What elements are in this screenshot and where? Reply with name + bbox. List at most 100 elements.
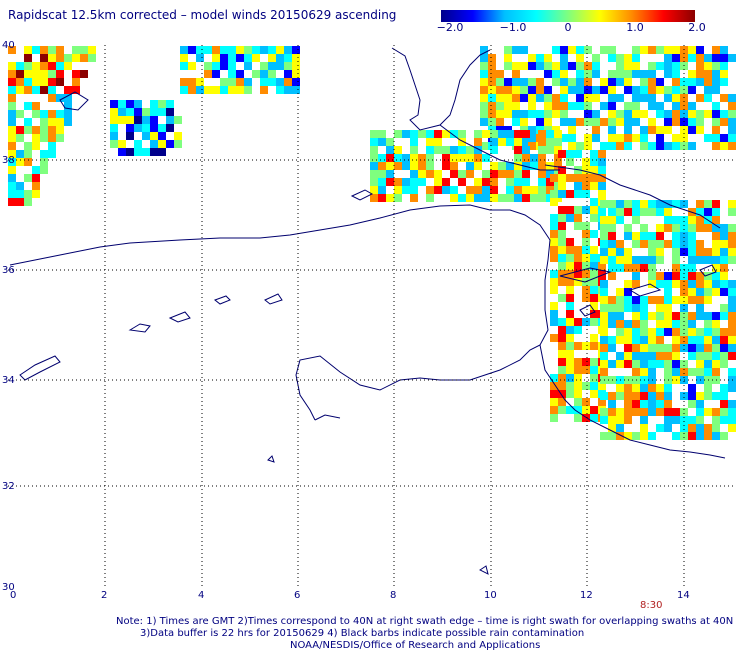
wind-cell [48, 142, 56, 150]
wind-cell [656, 312, 664, 320]
wind-cell [566, 334, 574, 342]
wind-cell [664, 118, 672, 126]
wind-cell [632, 400, 640, 408]
wind-cell [434, 130, 442, 138]
wind-cell [712, 200, 720, 208]
wind-cell [582, 342, 590, 350]
wind-cell [590, 358, 598, 366]
wind-cell [558, 222, 566, 230]
wind-cell [632, 432, 640, 440]
wind-cell [40, 126, 48, 134]
wind-cell [528, 134, 536, 142]
wind-cell [576, 118, 584, 126]
wind-cell [528, 78, 536, 86]
wind-cell [712, 264, 720, 272]
wind-cell [292, 86, 300, 94]
wind-cell [616, 94, 624, 102]
wind-cell [236, 46, 244, 54]
wind-cell [418, 154, 426, 162]
wind-cell [370, 178, 378, 186]
wind-cell [672, 320, 680, 328]
wind-cell [680, 240, 688, 248]
wind-cell [522, 170, 530, 178]
wind-cell [512, 118, 520, 126]
wind-cell [656, 78, 664, 86]
wind-cell [608, 424, 616, 432]
wind-cell [426, 138, 434, 146]
wind-cell [728, 296, 736, 304]
wind-cell [624, 142, 632, 150]
wind-cell [48, 54, 56, 62]
wind-cell [56, 94, 64, 102]
wind-cell [608, 216, 616, 224]
wind-cell [624, 392, 632, 400]
wind-cell [386, 162, 394, 170]
wind-cell [16, 110, 24, 118]
wind-cell [704, 384, 712, 392]
wind-cell [720, 78, 728, 86]
wind-cell [608, 256, 616, 264]
wind-cell [24, 102, 32, 110]
wind-cell [458, 138, 466, 146]
wind-cell [664, 368, 672, 376]
wind-cell [696, 432, 704, 440]
wind-cell [728, 344, 736, 352]
wind-cell [720, 232, 728, 240]
wind-cell [482, 178, 490, 186]
wind-cell [590, 270, 598, 278]
wind-cell [728, 232, 736, 240]
wind-cell [598, 150, 606, 158]
wind-cell [566, 294, 574, 302]
wind-cell [544, 102, 552, 110]
wind-cell [624, 320, 632, 328]
wind-cell [672, 416, 680, 424]
wind-cell [32, 182, 40, 190]
wind-cell [488, 110, 496, 118]
wind-cell [680, 320, 688, 328]
wind-cell [576, 54, 584, 62]
wind-cell [712, 352, 720, 360]
wind-cell [458, 154, 466, 162]
wind-cell [688, 288, 696, 296]
wind-cell [672, 408, 680, 416]
wind-cell [704, 94, 712, 102]
wind-cell [656, 400, 664, 408]
wind-cell [582, 206, 590, 214]
wind-cell [640, 208, 648, 216]
wind-cell [522, 130, 530, 138]
x-tick-4: 4 [198, 590, 204, 601]
wind-cell [600, 320, 608, 328]
wind-cell [558, 398, 566, 406]
wind-cell [632, 134, 640, 142]
wind-cell [592, 134, 600, 142]
wind-cell [8, 190, 16, 198]
wind-cell [574, 398, 582, 406]
wind-cell [450, 130, 458, 138]
wind-cell [728, 384, 736, 392]
wind-cell [378, 154, 386, 162]
wind-cell [616, 54, 624, 62]
wind-cell [566, 390, 574, 398]
wind-cell [696, 256, 704, 264]
wind-cell [696, 240, 704, 248]
wind-cell [236, 70, 244, 78]
wind-cell [180, 62, 188, 70]
wind-cell [558, 342, 566, 350]
wind-cell [8, 102, 16, 110]
wind-cell [616, 240, 624, 248]
wind-cell [24, 126, 32, 134]
wind-cell [158, 148, 166, 156]
wind-cell [410, 146, 418, 154]
wind-cell [712, 272, 720, 280]
wind-cell [728, 110, 736, 118]
wind-cell [600, 296, 608, 304]
wind-cell [632, 368, 640, 376]
wind-cell [664, 312, 672, 320]
wind-cell [426, 162, 434, 170]
wind-cell [488, 62, 496, 70]
wind-cell [688, 432, 696, 440]
wind-cell [48, 62, 56, 70]
wind-cell [528, 110, 536, 118]
wind-cell [558, 278, 566, 286]
wind-cell [538, 194, 546, 202]
